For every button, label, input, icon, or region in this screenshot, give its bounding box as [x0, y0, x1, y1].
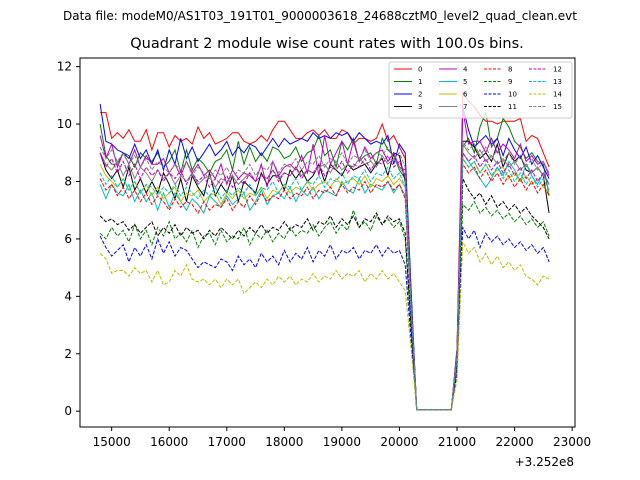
legend-label-15: 15 — [553, 103, 562, 111]
series-line-15 — [99, 139, 550, 411]
legend-label-10: 10 — [508, 91, 517, 99]
series-line-7 — [99, 142, 550, 411]
series-line-2 — [99, 103, 550, 411]
legend-label-0: 0 — [418, 66, 422, 74]
y-tick-label: 4 — [64, 289, 72, 303]
y-tick-label: 12 — [57, 60, 72, 74]
legend-label-5: 5 — [463, 78, 467, 86]
plot-lines — [99, 90, 550, 411]
x-tick-label: 17000 — [208, 435, 246, 449]
x-tick-label: 22000 — [495, 435, 533, 449]
legend-label-3: 3 — [418, 103, 422, 111]
legend-label-4: 4 — [463, 66, 468, 74]
legend-box — [388, 61, 573, 119]
x-axis: 15000 16000 17000 18000 19000 20000 21000 22000… — [93, 427, 591, 449]
y-axis: 0 2 4 6 8 10 12 — [57, 60, 80, 418]
series-line-14 — [99, 241, 550, 411]
plot-frame — [79, 57, 576, 428]
legend-label-12: 12 — [553, 66, 562, 74]
legend-label-11: 11 — [508, 103, 517, 111]
legend-label-8: 8 — [508, 66, 512, 74]
legend-label-7: 7 — [463, 103, 467, 111]
legend-label-14: 14 — [553, 91, 562, 99]
chart-title: Quadrant 2 module wise count rates with … — [130, 36, 524, 52]
y-tick-label: 2 — [64, 347, 72, 361]
x-tick-label: 20000 — [380, 435, 418, 449]
series-line-1 — [99, 110, 550, 411]
series-line-8 — [99, 162, 550, 411]
x-tick-label: 18000 — [265, 435, 303, 449]
y-tick-label: 10 — [57, 117, 72, 131]
series-line-10 — [99, 227, 550, 411]
x-tick-label: 19000 — [323, 435, 361, 449]
x-tick-label: 16000 — [150, 435, 188, 449]
series-line-13 — [99, 156, 550, 411]
x-offset-label: +3.252e8 — [515, 455, 574, 469]
y-tick-label: 0 — [64, 404, 72, 418]
y-tick-label: 8 — [64, 174, 72, 188]
data-file-label: Data file: modeM0/AS1T03_191T01_90000036… — [63, 9, 577, 23]
y-tick-label: 6 — [64, 232, 72, 246]
series-line-12 — [99, 151, 550, 411]
series-line-9 — [99, 200, 550, 411]
legend-label-1: 1 — [418, 78, 422, 86]
legend-label-13: 13 — [553, 78, 562, 86]
series-line-5 — [99, 151, 550, 411]
legend-label-2: 2 — [418, 91, 422, 99]
series-line-4 — [99, 109, 550, 411]
series-line-11 — [99, 178, 550, 411]
x-tick-label: 15000 — [93, 435, 131, 449]
legend-label-9: 9 — [508, 78, 512, 86]
x-tick-label: 21000 — [438, 435, 476, 449]
legend-label-6: 6 — [463, 91, 468, 99]
x-tick-label: 23000 — [553, 435, 591, 449]
